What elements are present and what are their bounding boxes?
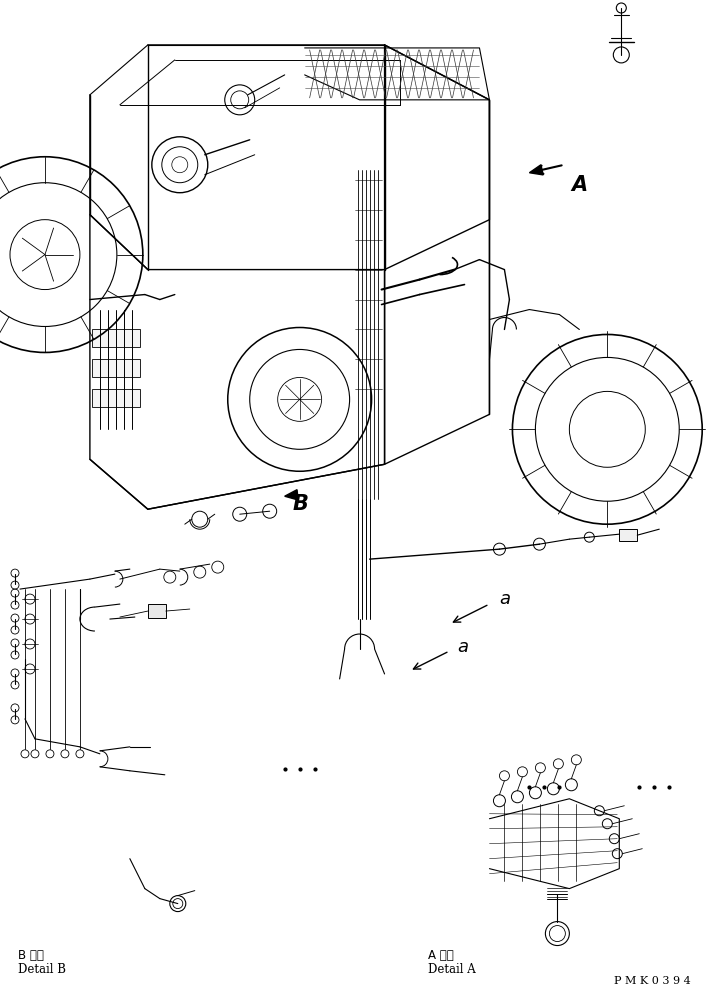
Text: Detail B: Detail B: [18, 962, 66, 975]
Text: P M K 0 3 9 4: P M K 0 3 9 4: [615, 976, 691, 986]
Text: a: a: [458, 638, 468, 656]
Text: A 詳細: A 詳細: [428, 948, 453, 961]
Bar: [92, 390, 140, 407]
Polygon shape: [530, 165, 543, 175]
Text: B 詳細: B 詳細: [18, 948, 44, 961]
Polygon shape: [284, 490, 298, 500]
Text: A: A: [571, 175, 588, 195]
Text: a: a: [499, 590, 511, 608]
Bar: [92, 359, 140, 378]
Bar: [92, 329, 140, 347]
Bar: [620, 529, 637, 541]
Text: Detail A: Detail A: [428, 962, 476, 975]
Text: B: B: [292, 494, 309, 514]
Bar: [148, 604, 166, 618]
